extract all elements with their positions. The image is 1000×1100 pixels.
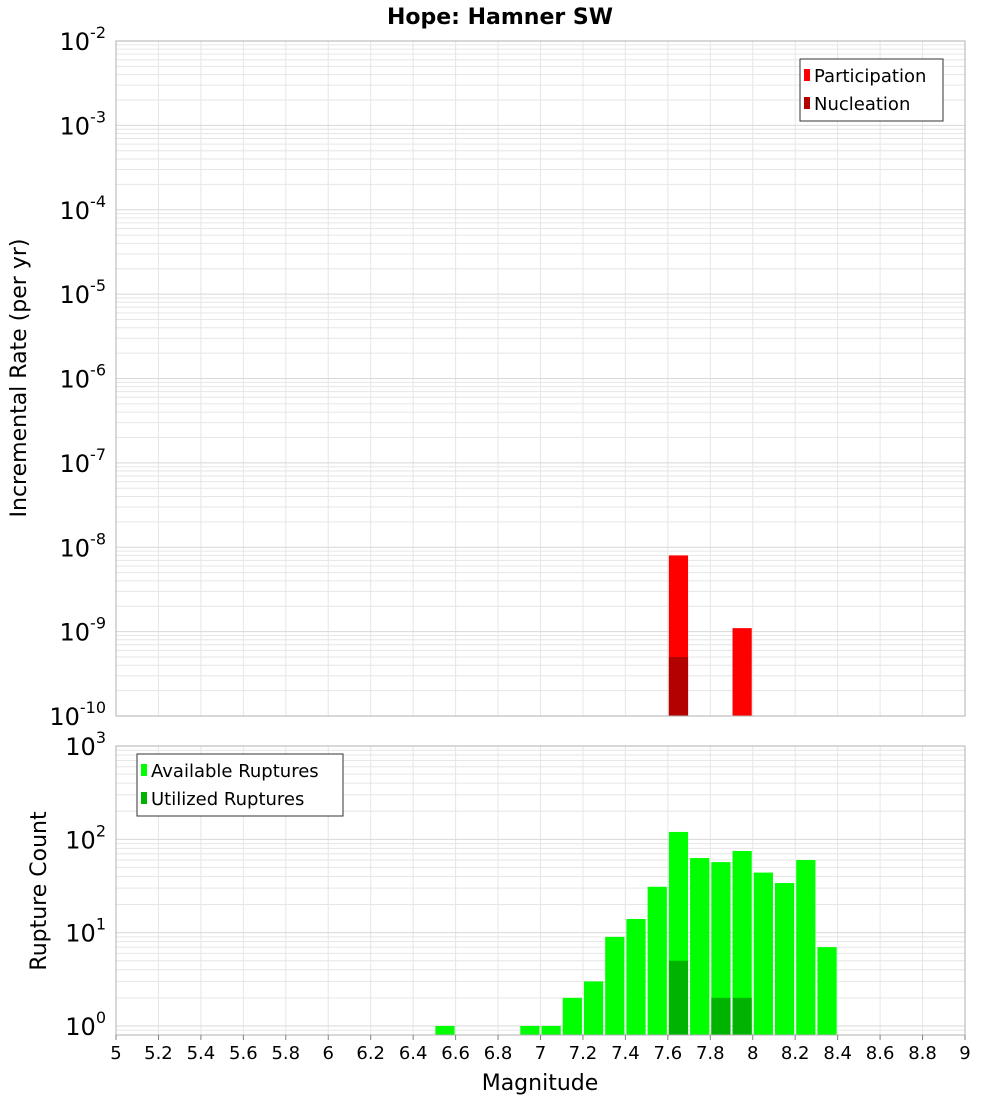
y-tick-label: 10-10: [49, 698, 106, 731]
x-tick-label: 7.2: [569, 1043, 598, 1064]
x-tick-label: 5: [110, 1043, 121, 1064]
y-tick-label: 100: [65, 1008, 106, 1041]
x-tick-label: 5.4: [187, 1043, 216, 1064]
y-tick-label: 101: [65, 915, 106, 948]
legend-swatch: [141, 764, 147, 776]
bar-available-ruptures: [541, 1025, 561, 1035]
x-tick-label: 8.6: [866, 1043, 895, 1064]
x-tick-label: 9: [959, 1043, 970, 1064]
legend-label: Available Ruptures: [151, 761, 319, 782]
y-tick-label: 10-2: [60, 23, 107, 56]
bar-utilized-ruptures: [711, 997, 731, 1035]
x-tick-label: 6.4: [399, 1043, 428, 1064]
x-tick-label: 5.2: [144, 1043, 173, 1064]
plot-frame: [115, 40, 966, 717]
x-tick-label: 8.2: [781, 1043, 810, 1064]
bar-available-ruptures: [732, 850, 752, 1035]
bar-available-ruptures: [796, 860, 816, 1035]
y-tick-label: 103: [65, 728, 106, 761]
bar-available-ruptures: [711, 862, 731, 1035]
bar-nucleation: [668, 657, 689, 716]
bar-available-ruptures: [753, 872, 773, 1035]
x-tick-label: 6.8: [484, 1043, 513, 1064]
x-tick-label: 8.4: [823, 1043, 852, 1064]
x-tick-label: 7.6: [654, 1043, 683, 1064]
x-tick-label: 6.6: [441, 1043, 470, 1064]
legend-swatch: [804, 97, 810, 109]
x-axis-label: Magnitude: [482, 1071, 599, 1096]
x-tick-label: 6: [323, 1043, 334, 1064]
y-tick-label: 10-7: [60, 445, 107, 478]
legend-label: Utilized Ruptures: [151, 789, 304, 810]
bar-available-ruptures: [647, 886, 667, 1035]
bar-available-ruptures: [520, 1025, 540, 1035]
bottom-ylabel: Rupture Count: [27, 811, 52, 971]
bar-available-ruptures: [435, 1025, 455, 1035]
bottom-panel: 100 101 102 103 Available Ruptures Utilized R…: [65, 728, 970, 1064]
y-tick-label: 10-5: [60, 276, 107, 309]
bar-available-ruptures: [690, 858, 710, 1035]
bar-available-ruptures: [583, 981, 604, 1035]
x-tick-label: 5.6: [229, 1043, 258, 1064]
x-tick-label: 7.8: [696, 1043, 725, 1064]
bar-available-ruptures: [605, 936, 625, 1035]
legend: Participation Nucleation: [799, 58, 944, 122]
y-tick-label: 10-3: [60, 107, 107, 140]
bar-available-ruptures: [562, 997, 582, 1035]
x-tick-label: 7: [535, 1043, 546, 1064]
bar-available-ruptures: [626, 919, 646, 1035]
x-tick-label: 8.8: [908, 1043, 937, 1064]
top-panel: 10-10 10-9 10-8 10-7 10-6 10-5 10-4 10-3 10-2 Par…: [49, 23, 966, 731]
y-tick-label: 102: [65, 821, 106, 854]
legend-swatch: [141, 792, 147, 804]
top-ylabel: Incremental Rate (per yr): [7, 239, 32, 518]
y-tick-label: 10-8: [60, 529, 107, 562]
bar-available-ruptures: [774, 883, 795, 1035]
legend-label: Nucleation: [814, 94, 910, 115]
y-tick-label: 10-4: [60, 192, 107, 225]
x-tick-label: 8: [747, 1043, 758, 1064]
legend-box: [799, 58, 944, 122]
bar-utilized-ruptures: [668, 960, 689, 1035]
y-tick-label: 10-9: [60, 614, 107, 647]
y-tick-label: 10-6: [60, 361, 107, 394]
legend-swatch: [804, 69, 810, 81]
x-tick-label: 7.4: [611, 1043, 640, 1064]
legend-box: [136, 753, 344, 817]
legend-label: Participation: [814, 66, 926, 87]
bar-utilized-ruptures: [732, 997, 752, 1035]
x-tick-label: 5.8: [271, 1043, 300, 1064]
bar-available-ruptures: [817, 947, 837, 1035]
legend: Available Ruptures Utilized Ruptures: [136, 753, 344, 817]
x-tick-label: 6.2: [356, 1043, 385, 1064]
bar-participation: [732, 628, 752, 716]
chart-title: Hope: Hamner SW: [387, 5, 613, 30]
